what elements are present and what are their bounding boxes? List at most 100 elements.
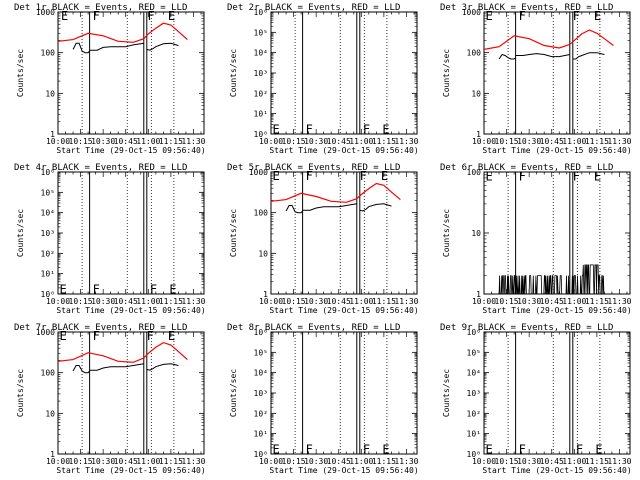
y-tick-label: 10⁰ bbox=[254, 130, 268, 139]
x-tick-label: 10:00 bbox=[472, 457, 496, 466]
x-tick-label: 11:15 bbox=[159, 457, 183, 466]
events-series-line bbox=[498, 53, 516, 60]
marker-letter-e: E bbox=[60, 282, 67, 296]
marker-letter-f: F bbox=[360, 169, 367, 183]
x-tick-label: 11:30 bbox=[607, 297, 631, 306]
y-tick-label: 10⁵ bbox=[41, 188, 55, 197]
events-series-line bbox=[515, 53, 570, 58]
marker-letter-f: F bbox=[93, 282, 100, 296]
x-tick-label: 11:00 bbox=[349, 457, 373, 466]
y-tick-label: 10 bbox=[471, 229, 481, 238]
y-tick-label: 10¹ bbox=[254, 110, 268, 119]
y-axis-label: Counts/sec bbox=[442, 49, 451, 97]
x-tick-label: 11:30 bbox=[181, 137, 205, 146]
y-axis-label: Counts/sec bbox=[16, 209, 25, 257]
y-axis-label: Counts/sec bbox=[442, 209, 451, 257]
panel-det-3r: Det 3r BLACK = Events, RED = LLD 1 10 100 10… bbox=[440, 3, 632, 155]
x-tick-label: 10:30 bbox=[304, 137, 328, 146]
y-tick-label: 10⁰ bbox=[41, 290, 55, 299]
marker-letter-e: E bbox=[169, 282, 176, 296]
panel-title: Det 7r BLACK = Events, RED = LLD bbox=[14, 323, 187, 333]
events-series-line bbox=[498, 264, 605, 294]
x-tick-label: 11:00 bbox=[349, 297, 373, 306]
series-group bbox=[498, 264, 605, 294]
y-axis-label: Counts/sec bbox=[16, 369, 25, 417]
x-tick-label: 11:00 bbox=[136, 457, 160, 466]
y-tick-label: 10⁴ bbox=[41, 209, 55, 218]
marker-letter-f: F bbox=[93, 9, 100, 23]
marker-letter-e: E bbox=[60, 329, 67, 343]
panel-det-8r: Det 8r BLACK = Events, RED = LLD 10⁰ 10¹ 10… bbox=[227, 323, 419, 475]
lld-series-line bbox=[58, 341, 188, 363]
y-tick-label: 10⁶ bbox=[467, 328, 481, 337]
x-axis-label: Start Time (29-Oct-15 09:56:40) bbox=[482, 146, 631, 155]
x-tick-label: 11:30 bbox=[181, 297, 205, 306]
events-series-line bbox=[359, 203, 392, 212]
y-tick-label: 1000 bbox=[36, 8, 55, 17]
y-axis-label: Counts/sec bbox=[229, 369, 238, 417]
panel-title: Det 8r BLACK = Events, RED = LLD bbox=[227, 323, 400, 333]
x-tick-label: 11:15 bbox=[585, 297, 609, 306]
marker-letter-e: E bbox=[273, 122, 280, 136]
events-series-line bbox=[572, 52, 605, 60]
marker-letter-e: E bbox=[168, 329, 175, 343]
x-tick-label: 10:45 bbox=[327, 137, 351, 146]
x-tick-label: 11:00 bbox=[562, 137, 586, 146]
marker-letter-f: F bbox=[576, 442, 583, 456]
marker-letter-f: F bbox=[519, 169, 526, 183]
x-tick-label: 10:30 bbox=[517, 137, 541, 146]
panel-det-5r: Det 5r BLACK = Events, RED = LLD 1 10 100 10… bbox=[227, 163, 419, 315]
y-tick-label: 1 bbox=[263, 290, 268, 299]
x-tick-label: 10:00 bbox=[472, 297, 496, 306]
plot-frame bbox=[270, 331, 418, 455]
marker-letter-f: F bbox=[573, 9, 580, 23]
y-tick-label: 10 bbox=[45, 409, 55, 418]
x-tick-label: 10:00 bbox=[46, 137, 70, 146]
plot-frame bbox=[57, 11, 205, 135]
lld-series-line bbox=[58, 22, 188, 43]
y-tick-label: 100 bbox=[467, 49, 482, 58]
x-tick-label: 10:15 bbox=[69, 297, 93, 306]
panel-title: Det 1r BLACK = Events, RED = LLD bbox=[14, 3, 187, 13]
x-axis-label: Start Time (29-Oct-15 09:56:40) bbox=[269, 466, 418, 475]
marker-letter-e: E bbox=[61, 9, 68, 23]
x-axis-label: Start Time (29-Oct-15 09:56:40) bbox=[269, 146, 418, 155]
x-tick-label: 10:45 bbox=[114, 297, 138, 306]
y-tick-label: 10⁴ bbox=[467, 369, 481, 378]
x-tick-label: 11:30 bbox=[181, 457, 205, 466]
plot-frame bbox=[483, 331, 631, 455]
marker-letter-f: F bbox=[519, 442, 526, 456]
x-tick-label: 10:45 bbox=[114, 137, 138, 146]
panel-det-6r: Det 6r BLACK = Events, RED = LLD 1 10 100 Co… bbox=[440, 163, 632, 315]
events-series-line bbox=[146, 363, 179, 371]
marker-letter-f: F bbox=[363, 442, 370, 456]
x-axis-label: Start Time (29-Oct-15 09:56:40) bbox=[482, 306, 631, 315]
marker-letter-f: F bbox=[150, 282, 157, 296]
x-tick-label: 10:15 bbox=[282, 297, 306, 306]
marker-letter-f: F bbox=[306, 442, 313, 456]
y-tick-label: 1 bbox=[50, 450, 55, 459]
x-tick-label: 11:00 bbox=[136, 297, 160, 306]
y-tick-label: 100 bbox=[41, 49, 56, 58]
y-tick-label: 10⁴ bbox=[254, 49, 268, 58]
panel-title: Det 5r BLACK = Events, RED = LLD bbox=[227, 163, 400, 173]
events-series-line bbox=[302, 203, 357, 211]
x-tick-label: 10:00 bbox=[46, 297, 70, 306]
marker-letter-e: E bbox=[273, 169, 280, 183]
y-tick-label: 10² bbox=[41, 249, 55, 258]
panel-title: Det 4r BLACK = Events, RED = LLD bbox=[14, 163, 187, 173]
x-tick-label: 10:15 bbox=[69, 137, 93, 146]
x-tick-label: 11:30 bbox=[607, 137, 631, 146]
y-tick-label: 100 bbox=[467, 168, 482, 177]
y-tick-label: 1000 bbox=[249, 168, 268, 177]
x-tick-label: 10:15 bbox=[69, 457, 93, 466]
y-axis-label: Counts/sec bbox=[229, 49, 238, 97]
marker-letter-f: F bbox=[306, 169, 313, 183]
x-tick-label: 11:15 bbox=[585, 137, 609, 146]
x-tick-label: 11:00 bbox=[562, 297, 586, 306]
x-tick-label: 10:00 bbox=[259, 457, 283, 466]
panel-title: Det 2r BLACK = Events, RED = LLD bbox=[227, 3, 400, 13]
marker-letter-f: F bbox=[519, 9, 526, 23]
y-tick-label: 1 bbox=[50, 130, 55, 139]
